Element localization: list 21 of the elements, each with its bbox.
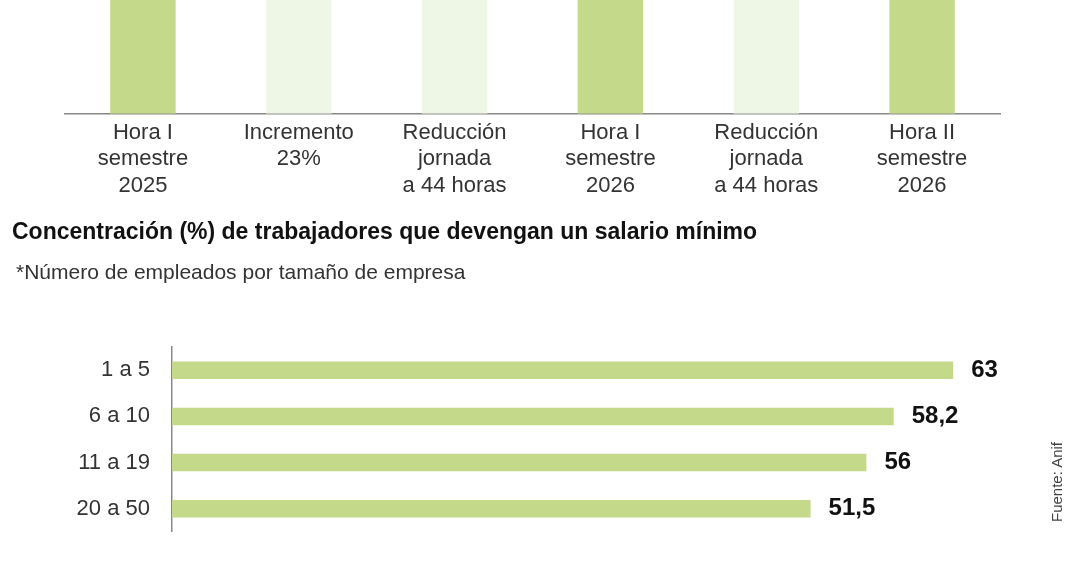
data-label: 56 [884, 447, 912, 475]
data-label: 63 [971, 354, 998, 382]
chart-title: Concentración (%) de trabajadores que devengan un salario mínimo [12, 218, 758, 245]
bar [172, 361, 954, 380]
chart-subtitle: *Número de empleados por tamaño de empresa [16, 260, 466, 284]
bar [172, 407, 894, 426]
y-tick-label: 6 a 10 [88, 402, 150, 428]
data-label: 58,2 [911, 401, 959, 429]
bar [172, 453, 867, 472]
y-tick-label: 1 a 5 [101, 356, 150, 382]
data-label: 51,5 [828, 493, 876, 521]
x-tick-label: Hora I semestre 2025 [97, 119, 189, 197]
source-note: Fuente: Anif [1047, 441, 1065, 523]
x-tick-label: Hora II semestre 2026 [876, 119, 968, 197]
x-tick-label: Incremento 23% [243, 119, 354, 171]
x-tick-label: Reducción jornada a 44 horas [714, 119, 819, 197]
x-tick-label: Reducción jornada a 44 horas [402, 119, 507, 197]
y-tick-label: 20 a 50 [76, 494, 150, 520]
y-tick-label: 11 a 19 [78, 448, 150, 474]
x-tick-label: Hora I semestre 2026 [565, 119, 656, 197]
bar [172, 499, 811, 518]
